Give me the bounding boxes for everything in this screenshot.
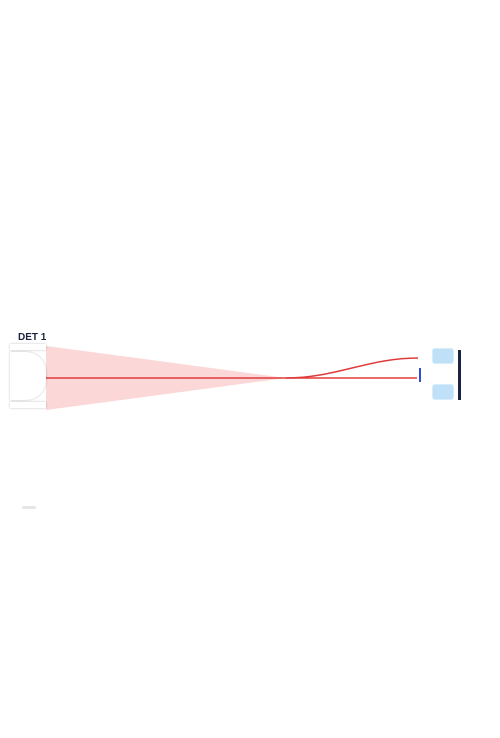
detector-bar-top	[10, 344, 46, 350]
port-top	[432, 348, 454, 364]
detector-bar-bottom	[10, 402, 46, 408]
right-bar	[458, 350, 461, 400]
beam-line-a	[46, 358, 418, 378]
port-bottom	[432, 384, 454, 400]
tiny-mark	[22, 506, 36, 509]
beam-fan	[46, 346, 286, 410]
beam-overlay	[0, 0, 500, 738]
detector-label: DET 1	[18, 332, 46, 343]
diagram-canvas: DET 1	[0, 0, 500, 738]
detector-body	[10, 352, 46, 400]
